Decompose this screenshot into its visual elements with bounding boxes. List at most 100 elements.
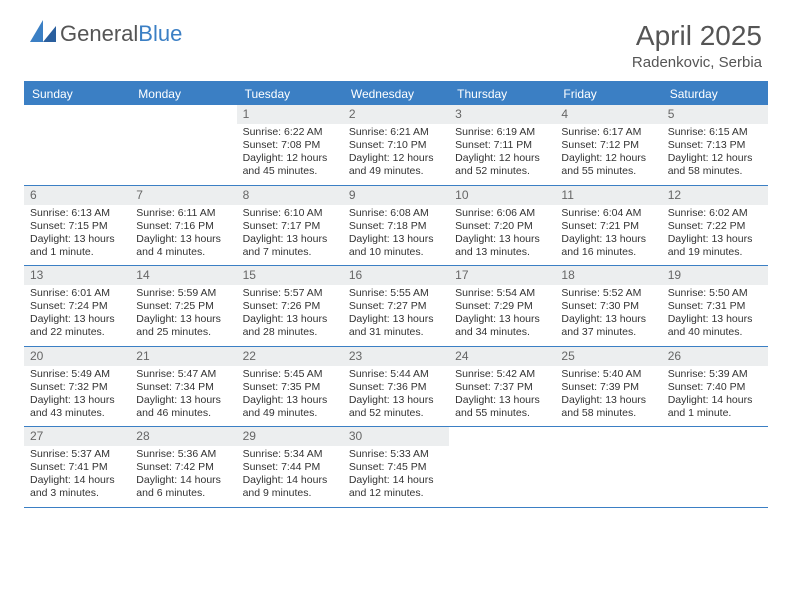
sunrise-text: Sunrise: 5:47 AM: [136, 368, 230, 381]
day-body: Sunrise: 6:22 AMSunset: 7:08 PMDaylight:…: [237, 124, 343, 185]
day-body: Sunrise: 5:34 AMSunset: 7:44 PMDaylight:…: [237, 446, 343, 507]
logo-icon: [30, 20, 56, 47]
sunset-text: Sunset: 7:22 PM: [668, 220, 762, 233]
day-number: 3: [449, 105, 555, 124]
sunset-text: Sunset: 7:34 PM: [136, 381, 230, 394]
sunrise-text: Sunrise: 5:50 AM: [668, 287, 762, 300]
sunrise-text: Sunrise: 6:15 AM: [668, 126, 762, 139]
day-body: Sunrise: 6:15 AMSunset: 7:13 PMDaylight:…: [662, 124, 768, 185]
day-cell: 10Sunrise: 6:06 AMSunset: 7:20 PMDayligh…: [449, 186, 555, 266]
sunrise-text: Sunrise: 5:39 AM: [668, 368, 762, 381]
daylight-text: Daylight: 13 hours and 43 minutes.: [30, 394, 124, 420]
day-body: Sunrise: 5:33 AMSunset: 7:45 PMDaylight:…: [343, 446, 449, 507]
daylight-text: Daylight: 14 hours and 6 minutes.: [136, 474, 230, 500]
weekday-fri: Friday: [555, 83, 661, 105]
day-cell: [662, 427, 768, 507]
day-cell: 15Sunrise: 5:57 AMSunset: 7:26 PMDayligh…: [237, 266, 343, 346]
day-number: 13: [24, 266, 130, 285]
day-cell: 25Sunrise: 5:40 AMSunset: 7:39 PMDayligh…: [555, 347, 661, 427]
daylight-text: Daylight: 13 hours and 13 minutes.: [455, 233, 549, 259]
sunset-text: Sunset: 7:12 PM: [561, 139, 655, 152]
day-number: 27: [24, 427, 130, 446]
weekday-sat: Saturday: [662, 83, 768, 105]
location-label: Radenkovic, Serbia: [632, 54, 762, 71]
daylight-text: Daylight: 13 hours and 10 minutes.: [349, 233, 443, 259]
day-number: 5: [662, 105, 768, 124]
sunset-text: Sunset: 7:27 PM: [349, 300, 443, 313]
day-cell: [555, 427, 661, 507]
day-body: Sunrise: 5:42 AMSunset: 7:37 PMDaylight:…: [449, 366, 555, 427]
sunrise-text: Sunrise: 5:37 AM: [30, 448, 124, 461]
daylight-text: Daylight: 13 hours and 7 minutes.: [243, 233, 337, 259]
day-cell: 3Sunrise: 6:19 AMSunset: 7:11 PMDaylight…: [449, 105, 555, 185]
day-number: 29: [237, 427, 343, 446]
day-number: 19: [662, 266, 768, 285]
day-cell: 20Sunrise: 5:49 AMSunset: 7:32 PMDayligh…: [24, 347, 130, 427]
day-cell: 7Sunrise: 6:11 AMSunset: 7:16 PMDaylight…: [130, 186, 236, 266]
sunset-text: Sunset: 7:11 PM: [455, 139, 549, 152]
sunset-text: Sunset: 7:40 PM: [668, 381, 762, 394]
page-title: April 2025: [632, 20, 762, 52]
day-cell: 30Sunrise: 5:33 AMSunset: 7:45 PMDayligh…: [343, 427, 449, 507]
day-body: Sunrise: 5:54 AMSunset: 7:29 PMDaylight:…: [449, 285, 555, 346]
weekday-header: Sunday Monday Tuesday Wednesday Thursday…: [24, 83, 768, 105]
day-number: 17: [449, 266, 555, 285]
daylight-text: Daylight: 13 hours and 49 minutes.: [243, 394, 337, 420]
daylight-text: Daylight: 12 hours and 58 minutes.: [668, 152, 762, 178]
day-cell: 2Sunrise: 6:21 AMSunset: 7:10 PMDaylight…: [343, 105, 449, 185]
sunrise-text: Sunrise: 5:55 AM: [349, 287, 443, 300]
sunrise-text: Sunrise: 5:40 AM: [561, 368, 655, 381]
daylight-text: Daylight: 13 hours and 1 minute.: [30, 233, 124, 259]
day-cell: 19Sunrise: 5:50 AMSunset: 7:31 PMDayligh…: [662, 266, 768, 346]
daylight-text: Daylight: 14 hours and 9 minutes.: [243, 474, 337, 500]
sunrise-text: Sunrise: 5:45 AM: [243, 368, 337, 381]
day-cell: [24, 105, 130, 185]
sunrise-text: Sunrise: 5:54 AM: [455, 287, 549, 300]
sunrise-text: Sunrise: 5:36 AM: [136, 448, 230, 461]
day-number: 18: [555, 266, 661, 285]
sunset-text: Sunset: 7:45 PM: [349, 461, 443, 474]
day-number: 10: [449, 186, 555, 205]
day-body: Sunrise: 5:49 AMSunset: 7:32 PMDaylight:…: [24, 366, 130, 427]
day-number: 16: [343, 266, 449, 285]
day-number: 20: [24, 347, 130, 366]
weekday-wed: Wednesday: [343, 83, 449, 105]
day-number: 1: [237, 105, 343, 124]
logo-text-1: General: [60, 21, 138, 46]
day-number: 12: [662, 186, 768, 205]
day-number: 21: [130, 347, 236, 366]
day-number: 9: [343, 186, 449, 205]
day-cell: 11Sunrise: 6:04 AMSunset: 7:21 PMDayligh…: [555, 186, 661, 266]
sunrise-text: Sunrise: 6:11 AM: [136, 207, 230, 220]
daylight-text: Daylight: 12 hours and 45 minutes.: [243, 152, 337, 178]
sunset-text: Sunset: 7:08 PM: [243, 139, 337, 152]
sunrise-text: Sunrise: 5:59 AM: [136, 287, 230, 300]
day-body: Sunrise: 5:37 AMSunset: 7:41 PMDaylight:…: [24, 446, 130, 507]
daylight-text: Daylight: 13 hours and 40 minutes.: [668, 313, 762, 339]
daylight-text: Daylight: 14 hours and 12 minutes.: [349, 474, 443, 500]
day-number: 28: [130, 427, 236, 446]
daylight-text: Daylight: 13 hours and 22 minutes.: [30, 313, 124, 339]
weekday-sun: Sunday: [24, 83, 130, 105]
day-number: 15: [237, 266, 343, 285]
sunrise-text: Sunrise: 6:17 AM: [561, 126, 655, 139]
day-cell: 18Sunrise: 5:52 AMSunset: 7:30 PMDayligh…: [555, 266, 661, 346]
sunset-text: Sunset: 7:42 PM: [136, 461, 230, 474]
title-block: April 2025 Radenkovic, Serbia: [632, 20, 762, 71]
sunrise-text: Sunrise: 5:52 AM: [561, 287, 655, 300]
week-row: 6Sunrise: 6:13 AMSunset: 7:15 PMDaylight…: [24, 186, 768, 267]
day-cell: 4Sunrise: 6:17 AMSunset: 7:12 PMDaylight…: [555, 105, 661, 185]
day-cell: 16Sunrise: 5:55 AMSunset: 7:27 PMDayligh…: [343, 266, 449, 346]
day-body: Sunrise: 6:08 AMSunset: 7:18 PMDaylight:…: [343, 205, 449, 266]
day-body: Sunrise: 6:13 AMSunset: 7:15 PMDaylight:…: [24, 205, 130, 266]
day-number: 22: [237, 347, 343, 366]
daylight-text: Daylight: 13 hours and 52 minutes.: [349, 394, 443, 420]
day-body: Sunrise: 6:17 AMSunset: 7:12 PMDaylight:…: [555, 124, 661, 185]
sunset-text: Sunset: 7:37 PM: [455, 381, 549, 394]
sunrise-text: Sunrise: 6:02 AM: [668, 207, 762, 220]
sunrise-text: Sunrise: 6:22 AM: [243, 126, 337, 139]
sunrise-text: Sunrise: 5:44 AM: [349, 368, 443, 381]
day-cell: 23Sunrise: 5:44 AMSunset: 7:36 PMDayligh…: [343, 347, 449, 427]
logo: GeneralBlue: [30, 20, 182, 47]
sunset-text: Sunset: 7:29 PM: [455, 300, 549, 313]
